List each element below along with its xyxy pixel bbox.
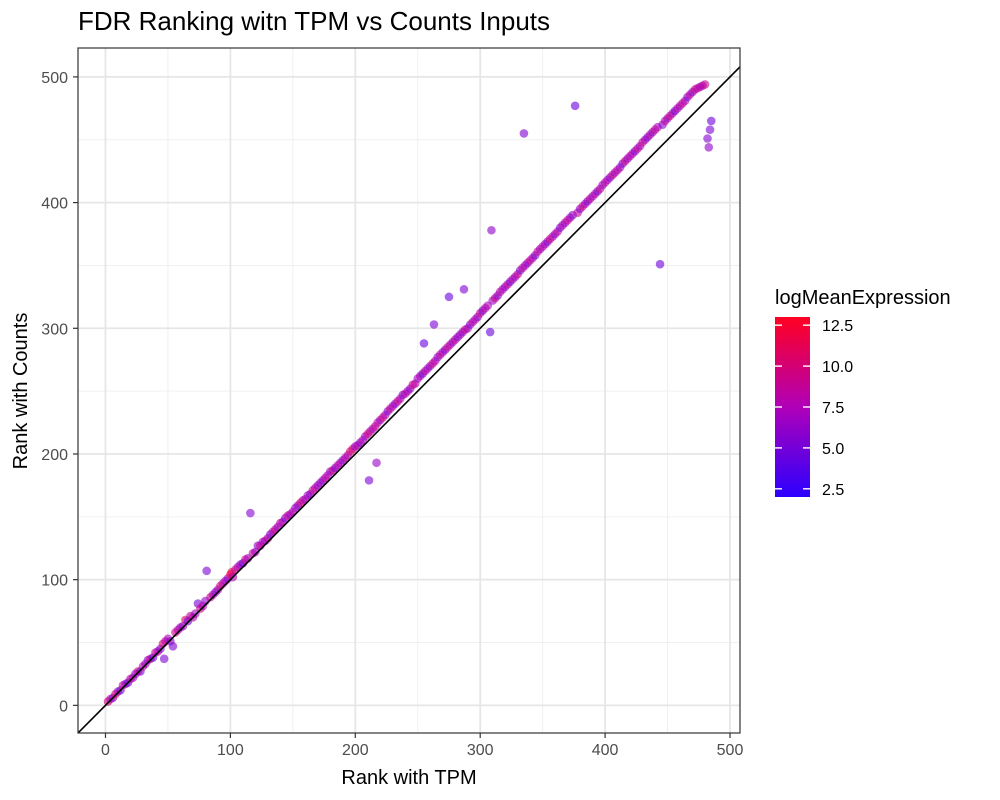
data-point: [364, 476, 374, 485]
y-axis-title: Rank with Counts: [10, 313, 32, 470]
x-tick-label: 400: [592, 742, 619, 759]
y-tick-label: 400: [41, 196, 68, 213]
data-point: [655, 259, 665, 269]
data-point: [519, 129, 529, 138]
x-axis-title: Rank with TPM: [341, 767, 476, 789]
data-point: [706, 116, 716, 126]
data-point: [246, 508, 255, 518]
data-point: [372, 458, 381, 468]
legend-break-label: 12.5: [822, 318, 853, 335]
data-point: [487, 225, 496, 235]
y-tick-label: 200: [41, 447, 68, 464]
data-point: [168, 641, 178, 651]
data-point: [705, 125, 715, 134]
x-tick-label: 500: [717, 742, 744, 759]
y-tick-label: 0: [59, 698, 68, 715]
data-point: [703, 134, 712, 143]
data-point: [444, 292, 454, 302]
legend-break-label: 10.0: [822, 359, 853, 376]
legend-break-label: 2.5: [822, 482, 844, 499]
data-point: [704, 142, 714, 152]
y-tick-label: 500: [41, 70, 68, 87]
x-tick-label: 300: [467, 742, 494, 759]
data-point: [159, 654, 169, 664]
x-axis: 0 100 200 300 400 500: [101, 733, 743, 759]
data-point: [202, 566, 211, 576]
data-point: [485, 327, 495, 337]
data-point: [700, 80, 710, 89]
legend-break-label: 5.0: [822, 441, 844, 458]
data-point: [419, 339, 429, 348]
legend-title: logMeanExpression: [775, 287, 951, 309]
plot-border: [77, 47, 741, 734]
data-point: [429, 320, 439, 329]
major-gridlines: [78, 48, 740, 733]
data-point: [459, 285, 469, 294]
chart-title: FDR Ranking witn TPM vs Counts Inputs: [78, 6, 550, 36]
legend-ticks: 2.5 5.0 7.5 10.0 12.5: [775, 318, 853, 499]
legend-break-label: 7.5: [822, 400, 844, 417]
y-tick-label: 100: [41, 573, 68, 590]
x-tick-label: 0: [101, 742, 110, 759]
color-legend: logMeanExpression 2.5 5.0 7.5 10.0 12.5: [775, 287, 951, 499]
x-tick-label: 200: [342, 742, 369, 759]
x-tick-label: 100: [217, 742, 244, 759]
y-tick-label: 300: [41, 321, 68, 338]
identity-reference-line: [78, 66, 740, 733]
data-point: [570, 101, 580, 111]
y-axis: 0 100 200 300 400 500: [41, 70, 78, 715]
